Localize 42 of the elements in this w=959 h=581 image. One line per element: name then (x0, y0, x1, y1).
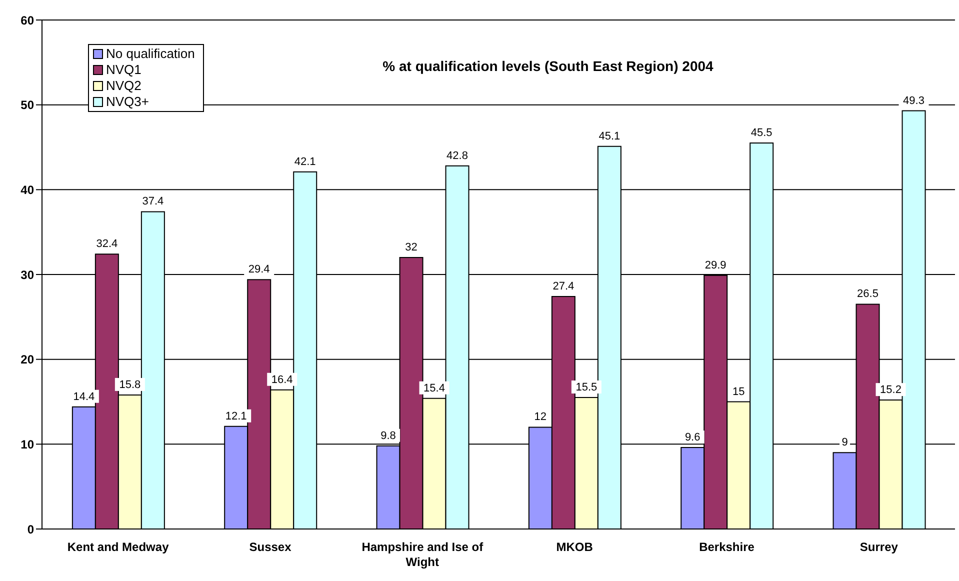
data-label: 42.8 (446, 150, 468, 162)
data-label: 15.8 (119, 378, 141, 391)
legend-label: NVQ2 (106, 78, 142, 94)
data-label: 32.4 (96, 238, 118, 250)
data-label: 15.4 (424, 382, 445, 394)
x-tick-label: Sussex (249, 540, 292, 554)
legend-label: NVQ3+ (106, 94, 149, 110)
y-tick-label: 60 (20, 13, 34, 28)
data-label: 15 (732, 386, 745, 398)
data-label: 42.1 (294, 156, 316, 168)
data-label: 12.1 (225, 410, 247, 422)
y-tick-label: 10 (20, 437, 34, 452)
data-label: 12 (534, 411, 547, 424)
legend-label: NVQ1 (106, 62, 142, 78)
data-label: 29.4 (248, 264, 270, 276)
data-label: 45.5 (750, 127, 772, 140)
data-label: 9.6 (684, 432, 700, 444)
y-tick-label: 20 (20, 352, 34, 367)
legend-label: No qualification (106, 46, 195, 62)
data-label: 9 (842, 436, 848, 449)
y-tick-label: 30 (20, 268, 34, 282)
data-label: 37.4 (142, 196, 164, 208)
data-label: 16.4 (271, 374, 293, 386)
x-tick-label: Surrey (860, 540, 898, 554)
data-label: 27.4 (552, 280, 574, 293)
data-label: 15.2 (880, 384, 902, 396)
data-label: 32 (405, 242, 418, 254)
y-tick-label: 0 (27, 522, 34, 536)
data-label: 15.5 (576, 382, 598, 394)
x-tick-label: MKOB (556, 540, 594, 554)
x-tick-label: Berkshire (699, 540, 755, 554)
data-label: 29.9 (704, 259, 726, 272)
text: % at qualification levels (South East Region) 2004 (382, 58, 714, 74)
data-label: 26.5 (857, 288, 878, 300)
data-label: 45.1 (598, 130, 620, 142)
y-tick-label: 40 (20, 182, 34, 197)
x-tick-label: Hampshire and Ise of Wight (362, 540, 484, 569)
data-label: 14.4 (73, 390, 95, 403)
x-tick-label: Kent and Medway (67, 540, 170, 554)
data-label: 49.3 (903, 94, 924, 107)
y-tick-label: 50 (20, 98, 34, 112)
data-label: 9.8 (380, 430, 396, 442)
